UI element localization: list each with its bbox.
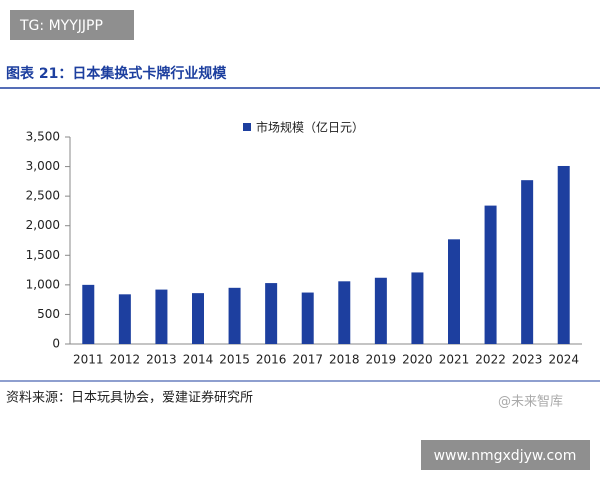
x-tick-label: 2024: [548, 353, 579, 367]
bar: [557, 165, 570, 344]
x-tick-label: 2014: [183, 353, 214, 367]
legend-swatch: [243, 123, 251, 131]
x-tick-label: 2019: [366, 353, 397, 367]
chart-title: 图表 21：日本集换式卡牌行业规模: [6, 65, 227, 82]
bar: [228, 287, 241, 344]
bar: [265, 283, 278, 344]
x-tick-label: 2012: [110, 353, 141, 367]
bar: [448, 239, 460, 344]
y-tick-label: 1,500: [26, 248, 60, 262]
bar: [521, 180, 534, 344]
legend-label: 市场规模（亿日元）: [256, 120, 364, 135]
watermark: @未来智库: [498, 394, 563, 410]
bar: [338, 281, 351, 344]
x-tick-label: 2020: [402, 353, 433, 367]
y-tick-label: 0: [52, 337, 60, 351]
bar: [374, 277, 387, 344]
y-tick-label: 2,500: [26, 189, 60, 203]
bar: [118, 294, 131, 344]
y-tick-label: 2,000: [26, 218, 60, 232]
bar: [82, 284, 95, 344]
y-tick-label: 1,000: [26, 277, 60, 291]
x-tick-label: 2017: [292, 353, 323, 367]
url-box: [421, 440, 590, 470]
y-tick-label: 3,500: [26, 130, 60, 144]
tag-box: [10, 10, 134, 40]
bar: [192, 293, 204, 344]
y-tick-label: 500: [37, 307, 60, 321]
x-tick-label: 2023: [512, 353, 543, 367]
x-tick-label: 2011: [73, 353, 104, 367]
x-tick-label: 2021: [439, 353, 470, 367]
url-text: www.nmgxdjyw.com: [434, 448, 577, 464]
bar: [484, 205, 497, 344]
x-tick-label: 2016: [256, 353, 287, 367]
x-tick-label: 2015: [219, 353, 250, 367]
x-tick-label: 2013: [146, 353, 177, 367]
x-tick-label: 2018: [329, 353, 360, 367]
source-note: 资料来源：日本玩具协会，爱建证券研究所: [6, 390, 253, 406]
y-tick-label: 3,000: [26, 159, 60, 173]
bar: [301, 292, 314, 344]
x-tick-label: 2022: [475, 353, 506, 367]
bar: [155, 289, 168, 344]
bar: [411, 272, 424, 344]
tag-text: TG: MYYJJPP: [19, 18, 103, 34]
